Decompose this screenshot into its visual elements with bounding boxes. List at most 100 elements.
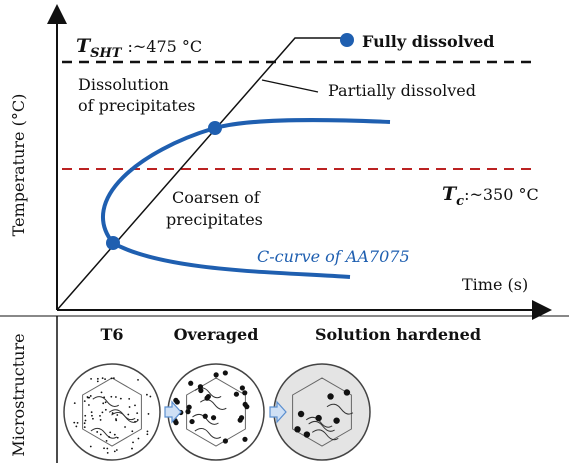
precipitate xyxy=(214,372,219,377)
precipitate xyxy=(124,426,126,428)
precipitate xyxy=(198,388,203,393)
precipitate xyxy=(129,406,131,408)
precipitate xyxy=(304,431,310,437)
precipitate xyxy=(146,433,148,435)
precipitate xyxy=(137,379,139,381)
precipitate xyxy=(147,430,149,432)
precipitate xyxy=(116,449,118,451)
precipitate xyxy=(90,395,92,397)
precipitate xyxy=(84,400,86,402)
precipitate xyxy=(97,378,99,380)
precipitate xyxy=(173,398,178,403)
precipitate xyxy=(234,392,239,397)
precipitate xyxy=(136,412,138,414)
precipitate xyxy=(131,448,133,450)
precipitate xyxy=(115,396,117,398)
precipitate xyxy=(100,434,102,436)
micrographs xyxy=(64,364,370,460)
subscript: SHT xyxy=(90,46,123,61)
precipitate xyxy=(344,389,350,395)
precipitate xyxy=(148,413,150,415)
precipitate xyxy=(74,402,76,404)
precipitate xyxy=(242,437,247,442)
value: :~475 °C xyxy=(128,37,203,56)
precipitate xyxy=(88,404,90,406)
precipitate xyxy=(113,377,115,379)
precipitate xyxy=(134,421,136,423)
precipitate xyxy=(240,385,245,390)
precipitate xyxy=(333,417,339,423)
precipitate xyxy=(96,431,98,433)
precipitate xyxy=(239,415,244,420)
precipitate xyxy=(105,401,107,403)
precipitate xyxy=(110,396,112,398)
precipitate xyxy=(298,411,304,417)
solution-temp: TSHT:~475 °C xyxy=(76,35,202,61)
precipitate xyxy=(87,396,89,398)
precipitate xyxy=(77,422,79,424)
y-axis-label: Temperature (°C) xyxy=(9,94,28,237)
line: Dissolution xyxy=(78,75,169,94)
state-label: T6 xyxy=(100,325,123,344)
precipitate xyxy=(117,437,119,439)
precipitate xyxy=(223,370,228,375)
leader xyxy=(262,80,318,92)
precipitate xyxy=(92,418,94,420)
fully-dissolved: Fully dissolved xyxy=(362,32,494,51)
value: :~350 °C xyxy=(464,185,539,204)
line: precipitates xyxy=(166,210,263,229)
precipitate xyxy=(128,398,130,400)
precipitate xyxy=(106,448,108,450)
precipitate xyxy=(73,422,75,424)
precipitate xyxy=(114,434,116,436)
precipitate xyxy=(149,396,151,398)
precipitate xyxy=(75,426,77,428)
precipitate xyxy=(146,394,148,396)
intersection xyxy=(106,236,120,250)
precipitate xyxy=(120,398,122,400)
precipitate xyxy=(206,394,211,399)
precipitate xyxy=(101,391,103,393)
precipitate xyxy=(103,396,105,398)
precipitate xyxy=(90,378,92,380)
precipitate xyxy=(127,414,129,416)
precipitate xyxy=(131,430,133,432)
critical-temp: Tc:~350 °C xyxy=(442,183,539,209)
precipitate xyxy=(115,418,117,420)
precipitate xyxy=(188,381,193,386)
precipitate xyxy=(315,415,321,421)
precipitate xyxy=(111,377,113,379)
precipitate xyxy=(211,415,216,420)
precipitate xyxy=(187,405,192,410)
precipitate xyxy=(112,412,114,414)
precipitate xyxy=(243,402,248,407)
precipitate xyxy=(102,377,104,379)
precipitate xyxy=(138,438,140,440)
precipitate xyxy=(102,411,104,413)
precipitate xyxy=(85,420,87,422)
precipitate xyxy=(102,402,104,404)
intersection xyxy=(208,121,222,135)
precipitate xyxy=(137,419,139,421)
partially-dissolved: Partially dissolved xyxy=(328,81,476,100)
precipitate xyxy=(134,404,136,406)
line: Coarsen of xyxy=(172,188,261,207)
precipitate xyxy=(116,414,118,416)
precipitate xyxy=(185,409,190,414)
precipitate xyxy=(84,426,86,428)
precipitate xyxy=(327,393,333,399)
precipitate xyxy=(105,409,107,411)
dissolution-label: Dissolution of precipitates xyxy=(78,75,196,115)
precipitate xyxy=(99,415,101,417)
c-curve-label: C-curve of AA7075 xyxy=(257,247,410,266)
precipitate xyxy=(100,419,102,421)
diagram: Temperature (°C) Time (s) TSHT:~475 °C T… xyxy=(0,0,569,463)
precipitate xyxy=(91,411,93,413)
section-label: Microstructure xyxy=(9,333,28,456)
precipitate xyxy=(109,431,111,433)
precipitate xyxy=(91,415,93,417)
precipitate xyxy=(106,440,108,442)
precipitate xyxy=(84,415,86,417)
precipitate xyxy=(103,447,105,449)
line: of precipitates xyxy=(78,96,196,115)
